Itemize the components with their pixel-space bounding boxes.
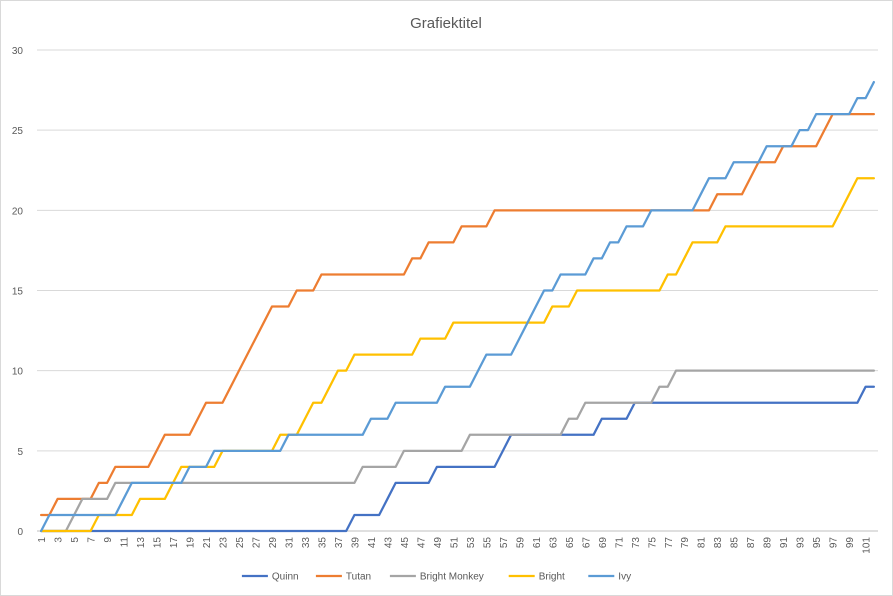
x-tick-label: 69 (598, 537, 609, 549)
x-tick-label: 27 (251, 537, 262, 549)
x-axis-ticks: 1 3 5 7 9 11 13 15 17 19 21 23 25 27 29 31 33 35 37 39 41 43 4… (37, 537, 873, 554)
legend-item: Tutan (315, 572, 371, 583)
x-tick-label: 83 (713, 537, 724, 549)
x-tick-label: 63 (548, 537, 559, 549)
x-tick-label: 11 (120, 537, 131, 548)
x-tick-label: 25 (235, 537, 246, 549)
x-tick-label: 49 (433, 537, 444, 549)
y-tick-label: 20 (12, 206, 24, 217)
x-tick-label: 65 (565, 537, 576, 549)
x-tick-label: 33 (301, 537, 312, 549)
x-tick-label: 95 (812, 537, 823, 549)
legend-label: Bright Monkey (420, 572, 484, 583)
x-tick-label: 73 (631, 537, 642, 549)
x-tick-label: 43 (383, 537, 394, 549)
x-tick-label: 57 (499, 537, 510, 549)
x-tick-label: 31 (284, 537, 295, 549)
x-tick-label: 41 (367, 537, 378, 549)
x-tick-label: 45 (400, 537, 411, 549)
y-tick-label: 25 (12, 126, 24, 137)
legend: Quinn Tutan Bright Monkey Bright Ivy (241, 572, 631, 583)
x-tick-label: 67 (581, 537, 592, 549)
x-tick-label: 9 (103, 537, 114, 543)
chart-title: Grafiektitel (410, 15, 482, 32)
x-tick-label: 91 (779, 537, 790, 549)
x-tick-label: 23 (219, 537, 230, 549)
x-tick-label: 81 (697, 537, 708, 549)
x-tick-label: 21 (202, 537, 213, 549)
x-tick-label: 99 (845, 537, 856, 549)
legend-item: Quinn (241, 572, 299, 583)
series-line-tutan (39, 113, 876, 517)
x-tick-label: 39 (350, 537, 361, 549)
y-tick-label: 10 (12, 367, 24, 378)
y-tick-label: 30 (12, 46, 24, 57)
y-tick-label: 0 (17, 527, 23, 538)
series-line-ivy (39, 80, 876, 533)
x-tick-label: 1 (37, 537, 48, 543)
x-tick-label: 17 (169, 537, 180, 549)
x-tick-label: 77 (664, 537, 675, 549)
x-tick-label: 53 (466, 537, 477, 549)
x-tick-label: 71 (614, 537, 625, 549)
series-line-quinn (39, 385, 876, 533)
x-tick-label: 35 (317, 537, 328, 549)
x-tick-label: 87 (746, 537, 757, 549)
legend-label: Quinn (272, 572, 299, 583)
x-tick-label: 55 (482, 537, 493, 549)
x-tick-label: 37 (334, 537, 345, 549)
x-tick-label: 85 (730, 537, 741, 549)
series-lines (39, 80, 876, 533)
legend-label: Tutan (346, 572, 371, 583)
y-tick-label: 5 (17, 447, 23, 458)
x-tick-label: 61 (532, 537, 543, 549)
series-line-bright (39, 177, 876, 533)
legend-label: Bright (539, 572, 565, 583)
legend-item: Bright Monkey (389, 572, 484, 583)
legend-item: Bright (508, 572, 565, 583)
legend-item: Ivy (588, 572, 631, 583)
x-tick-label: 89 (763, 537, 774, 549)
legend-label: Ivy (618, 572, 631, 583)
x-tick-label: 15 (153, 537, 164, 549)
x-tick-label: 59 (515, 537, 526, 549)
x-tick-label: 5 (70, 537, 81, 543)
x-tick-label: 75 (647, 537, 658, 549)
x-tick-label: 29 (268, 537, 279, 549)
x-tick-label: 7 (87, 537, 98, 543)
y-axis-ticks: 0 5 10 15 20 25 30 (12, 46, 24, 538)
x-tick-label: 101 (862, 537, 873, 554)
x-tick-label: 93 (796, 537, 807, 549)
x-tick-label: 47 (416, 537, 427, 549)
x-tick-label: 51 (449, 537, 460, 549)
x-tick-label: 13 (136, 537, 147, 549)
x-tick-label: 97 (829, 537, 840, 549)
x-tick-label: 3 (54, 537, 65, 543)
y-tick-label: 15 (12, 287, 24, 298)
gridlines (37, 49, 878, 532)
x-tick-label: 79 (680, 537, 691, 549)
x-tick-label: 19 (186, 537, 197, 549)
